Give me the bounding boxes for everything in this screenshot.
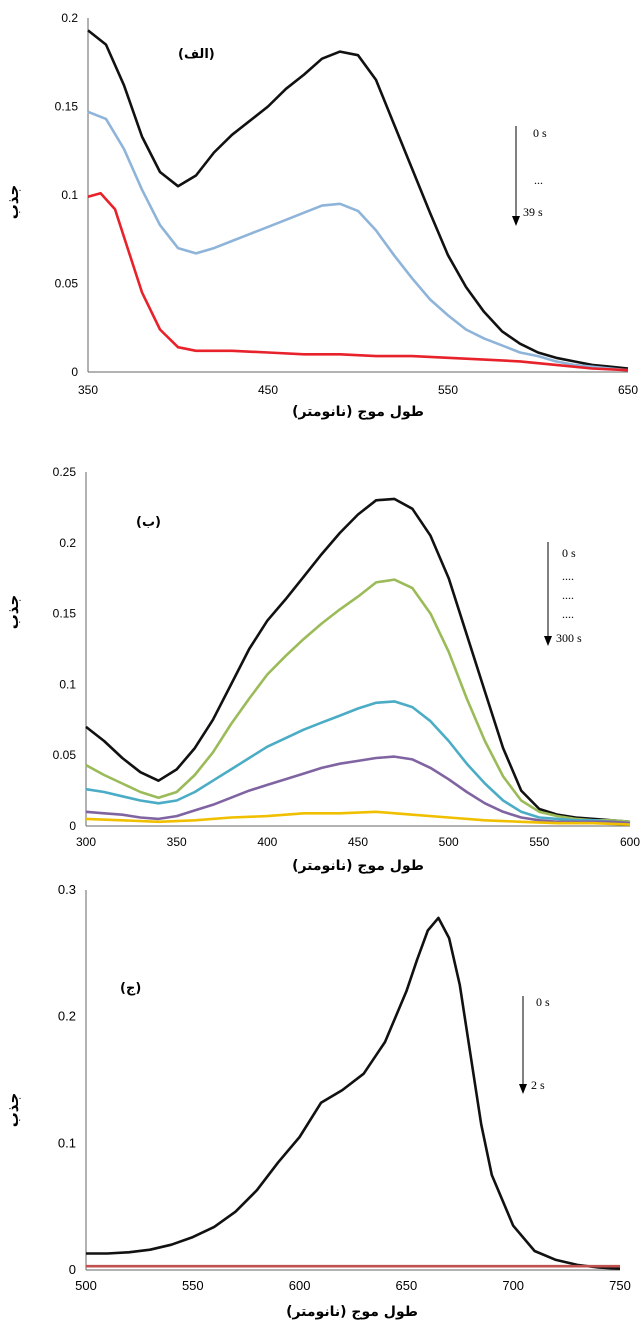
chart-a-y-tick-label: 0.05: [55, 277, 79, 291]
chart-b-series-line-4: [85, 755, 631, 825]
chart-c-x-tick-label: 700: [502, 1278, 524, 1293]
chart-b-y-tick-label: 0: [69, 819, 76, 833]
chart-b-x-tick-label: 350: [167, 835, 187, 849]
chart-a-y-tick-label: 0: [71, 365, 78, 379]
chart-b-panel-label: (ب): [136, 515, 161, 530]
chart-c-time-arrowhead: [519, 1084, 527, 1094]
chart-a-x-tick-label: 350: [78, 383, 98, 397]
chart-c-y-axis-label: جذب: [4, 1093, 22, 1128]
chart-a-series-line-3: [87, 191, 629, 372]
chart-b-y-tick-label: 0.2: [59, 536, 76, 550]
chart-b-x-tick-label: 400: [257, 835, 277, 849]
chart-c-y-tick-label: 0.2: [58, 1009, 76, 1024]
chart-c-x-tick-label: 650: [396, 1278, 418, 1293]
chart-c-x-axis-label: طول موج (نانومتر): [286, 1304, 418, 1320]
chart-b-time-dots-2: ....: [562, 588, 574, 602]
chart-c-y-tick-label: 0.1: [58, 1135, 76, 1150]
chart-a-x-tick-label: 450: [258, 383, 278, 397]
chart-b-x-tick-label: 600: [620, 835, 640, 849]
chart-c-time-start: 0 s: [536, 995, 550, 1009]
chart-c-time-end: 2 s: [531, 1078, 545, 1092]
chart-b-y-tick-label: 0.05: [53, 748, 77, 762]
chart-b-x-tick-label: 300: [76, 835, 96, 849]
chart-a-y-tick-label: 0.1: [61, 188, 78, 202]
chart-a-time-dots: ...: [534, 173, 543, 187]
chart-c-x-tick-label: 600: [289, 1278, 311, 1293]
chart-a-svg: (الف) جذب طول موج (نانومتر) 0 s ... 39 s…: [4, 11, 638, 420]
chart-a-series-line-1: [87, 29, 629, 370]
chart-c-x-tick-label: 750: [609, 1278, 631, 1293]
chart-b-series-line-3: [85, 700, 631, 825]
chart-b-time-dots-1: ....: [562, 569, 574, 583]
chart-a-x-axis-label: طول موج (نانومتر): [292, 404, 424, 420]
chart-a-time-end: 39 s: [523, 205, 543, 219]
chart-a-x-tick-label: 550: [438, 383, 458, 397]
chart-a-x-tick-label: 650: [618, 383, 638, 397]
chart-c-x-tick-label: 550: [182, 1278, 204, 1293]
chart-panel-a: (الف) جذب طول موج (نانومتر) 0 s ... 39 s…: [0, 0, 644, 430]
chart-b-series-line-2: [85, 578, 631, 824]
chart-b-y-tick-label: 0.15: [53, 607, 77, 621]
chart-b-x-tick-label: 550: [529, 835, 549, 849]
chart-panel-b: (ب) جذب طول موج (نانومتر) 0 s .... .... …: [0, 462, 644, 902]
chart-c-series-line-1: [86, 916, 621, 1270]
chart-b-y-tick-label: 0.1: [59, 677, 76, 691]
chart-b-x-tick-label: 450: [348, 835, 368, 849]
chart-a-time-start: 0 s: [533, 126, 547, 140]
chart-c-x-tick-label: 500: [75, 1278, 97, 1293]
chart-c-panel-label: (ج): [120, 981, 141, 996]
chart-a-y-axis-label: جذب: [4, 185, 22, 220]
chart-c-y-tick-label: 0.3: [58, 882, 76, 897]
chart-panel-c: (ج) جذب طول موج (نانومتر) 0 s 2 s 0 0.1 0.…: [0, 882, 644, 1327]
chart-a-y-tick-label: 0.2: [61, 11, 78, 25]
chart-b-time-arrowhead: [544, 636, 552, 646]
chart-b-series-line-1: [85, 497, 631, 824]
chart-b-x-tick-label: 500: [439, 835, 459, 849]
chart-b-time-end: 300 s: [556, 631, 582, 645]
chart-c-svg: (ج) جذب طول موج (نانومتر) 0 s 2 s 0 0.1 0.…: [4, 882, 631, 1320]
chart-a-y-tick-label: 0.15: [55, 100, 79, 114]
chart-b-time-dots-3: ....: [562, 607, 574, 621]
chart-a-time-arrowhead: [512, 216, 520, 226]
chart-b-time-start: 0 s: [562, 546, 576, 560]
chart-b-svg: (ب) جذب طول موج (نانومتر) 0 s .... .... …: [4, 465, 640, 874]
chart-c-y-tick-label: 0: [69, 1262, 76, 1277]
chart-b-x-axis-label: طول موج (نانومتر): [292, 858, 424, 874]
chart-a-series-line-2: [87, 110, 629, 372]
chart-b-series-line-5: [85, 810, 631, 826]
chart-b-y-axis-label: جذب: [4, 595, 22, 630]
chart-b-y-tick-label: 0.25: [53, 465, 77, 479]
chart-a-panel-label: (الف): [178, 47, 215, 62]
